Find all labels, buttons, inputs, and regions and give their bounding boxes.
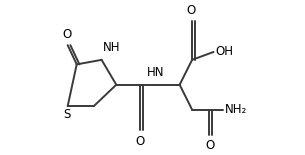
Text: NH: NH [103,41,120,54]
Text: NH₂: NH₂ [224,103,247,116]
Text: OH: OH [215,45,233,58]
Text: S: S [63,108,70,122]
Text: HN: HN [147,66,165,79]
Text: O: O [135,135,145,148]
Text: O: O [62,28,71,41]
Text: O: O [206,139,215,152]
Text: O: O [186,4,196,17]
